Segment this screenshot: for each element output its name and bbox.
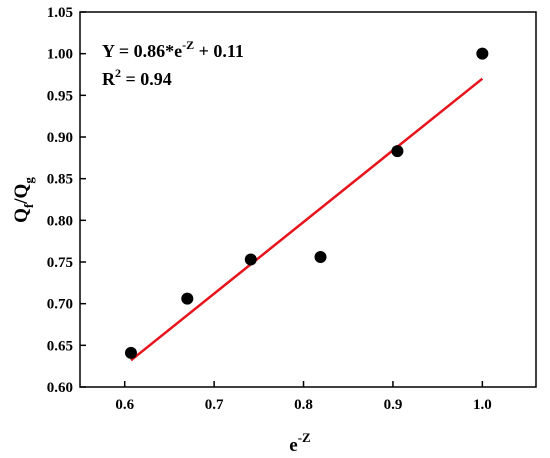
x-axis-title: e-Z: [289, 430, 311, 456]
x-tick-label: 0.7: [205, 397, 224, 413]
y-tick-label: 0.65: [47, 338, 73, 354]
x-axis-title-superscript: -Z: [298, 430, 311, 445]
x-tick-label: 0.9: [384, 397, 403, 413]
y-tick-label: 0.85: [47, 172, 73, 188]
y-axis-ticks: 0.60 0.65 0.70 0.75 0.80 0.85 0.90 0.95 1.00 1.05: [47, 5, 86, 396]
equation-superscript: -Z: [182, 38, 194, 52]
plot-frame: [79, 11, 537, 388]
data-point: [391, 145, 404, 158]
y-tick-label: 1.05: [47, 5, 73, 21]
y-axis-title: Qf/Qg: [11, 177, 36, 223]
r-squared-superscript: 2: [115, 66, 121, 80]
data-point: [314, 251, 327, 263]
r-squared-base: R: [102, 69, 116, 89]
data-point: [181, 292, 194, 305]
r-squared-value: = 0.94: [121, 69, 172, 89]
fit-line-layer: [130, 77, 484, 362]
equation-part1: Y = 0.86*e: [102, 41, 182, 61]
y-tick-label: 0.70: [47, 297, 73, 313]
y-axis-title-numerator: Q: [11, 208, 32, 223]
y-tick-label: 0.60: [47, 380, 73, 396]
x-tick-label: 1.0: [473, 397, 492, 413]
y-tick-label: 0.95: [47, 88, 73, 104]
x-axis-ticks: 0.6 0.7 0.8 0.9 1.0: [115, 381, 492, 413]
y-tick-label: 0.75: [47, 255, 73, 271]
data-point: [476, 47, 489, 60]
y-tick-label: 0.80: [47, 213, 73, 229]
x-tick-label: 0.6: [115, 397, 134, 413]
y-axis-title-numerator-subscript: f: [21, 203, 36, 208]
x-axis-title-base: e: [289, 435, 297, 456]
y-axis-title-slash: /: [11, 198, 32, 205]
r-squared-annotation: R2 = 0.94: [102, 66, 172, 89]
data-point: [124, 346, 137, 359]
fit-line: [130, 77, 484, 362]
data-point: [244, 253, 257, 266]
y-axis-title-denominator-subscript: g: [21, 177, 36, 184]
y-tick-label: 0.90: [47, 130, 73, 146]
equation-part2: + 0.11: [194, 41, 244, 61]
equation-annotation: Y = 0.86*e-Z + 0.11: [102, 38, 244, 61]
x-tick-label: 0.8: [294, 397, 313, 413]
y-axis-title-denominator: Q: [11, 184, 32, 199]
data-points-layer: [124, 47, 489, 359]
y-tick-label: 1.00: [47, 47, 73, 63]
